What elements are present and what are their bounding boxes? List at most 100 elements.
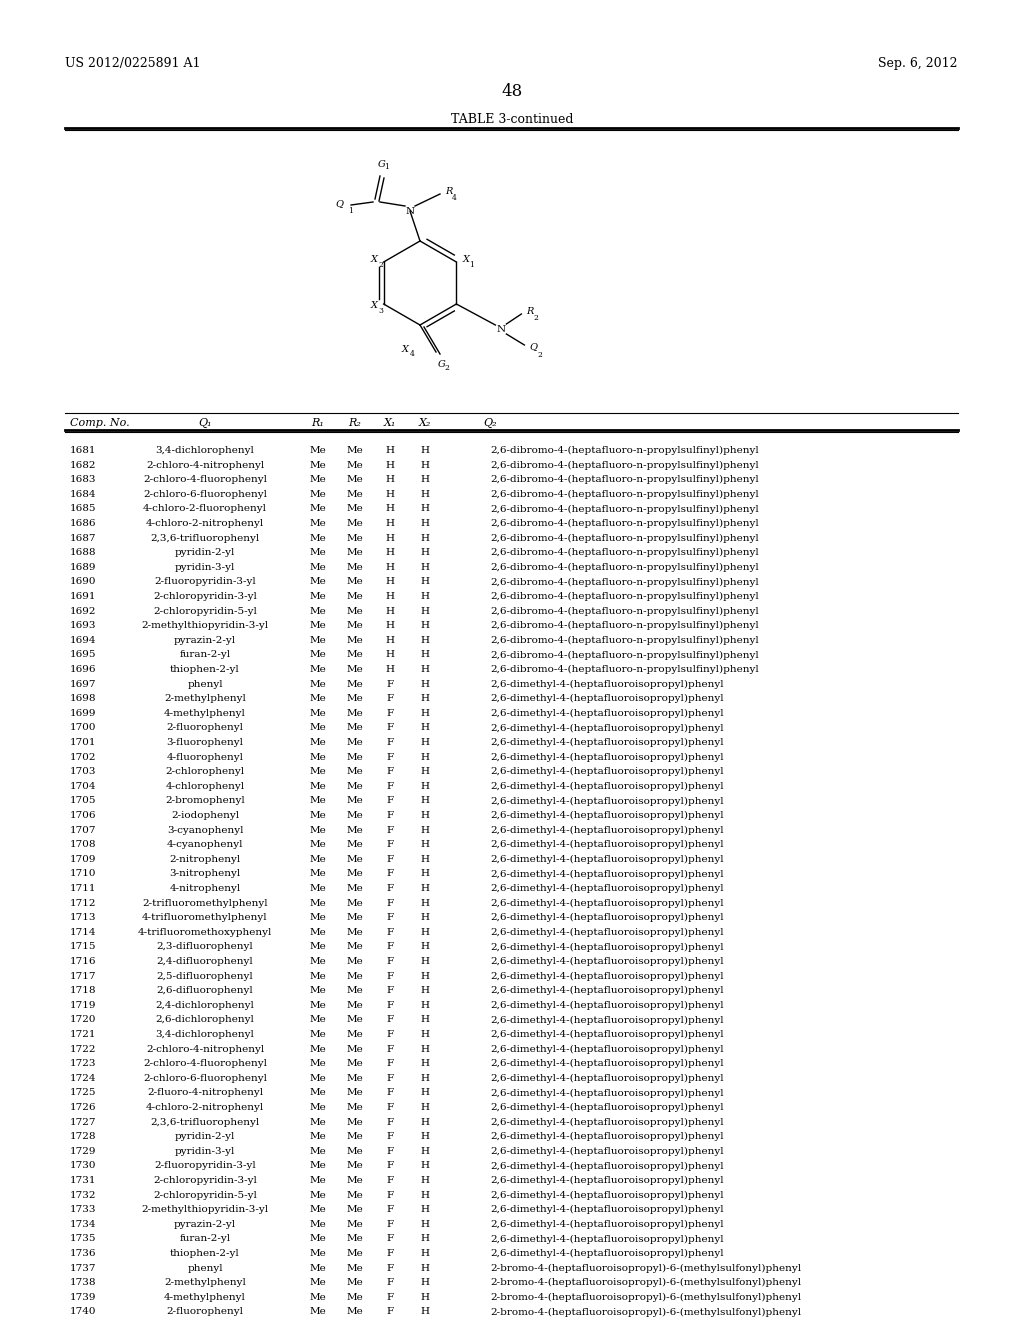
Text: 2-bromo-4-(heptafluoroisopropyl)-6-(methylsulfonyl)phenyl: 2-bromo-4-(heptafluoroisopropyl)-6-(meth… xyxy=(490,1263,801,1272)
Text: Q: Q xyxy=(335,199,343,209)
Text: 2-chloro-4-fluorophenyl: 2-chloro-4-fluorophenyl xyxy=(143,475,267,484)
Text: 2,6-dibromo-4-(heptafluoro-n-propylsulfinyl)phenyl: 2,6-dibromo-4-(heptafluoro-n-propylsulfi… xyxy=(490,533,759,543)
Text: 1721: 1721 xyxy=(70,1030,96,1039)
Text: Me: Me xyxy=(309,636,327,644)
Text: Me: Me xyxy=(309,1044,327,1053)
Text: 1710: 1710 xyxy=(70,870,96,878)
Text: H: H xyxy=(385,651,394,660)
Text: 2,6-dimethyl-4-(heptafluoroisopropyl)phenyl: 2,6-dimethyl-4-(heptafluoroisopropyl)phe… xyxy=(490,1147,724,1156)
Text: F: F xyxy=(386,841,393,849)
Text: 1728: 1728 xyxy=(70,1133,96,1142)
Text: F: F xyxy=(386,855,393,863)
Text: Me: Me xyxy=(347,841,364,849)
Text: 1726: 1726 xyxy=(70,1104,96,1111)
Text: Q₁: Q₁ xyxy=(199,418,212,428)
Text: Me: Me xyxy=(347,810,364,820)
Text: 2,4-difluorophenyl: 2,4-difluorophenyl xyxy=(157,957,253,966)
Text: F: F xyxy=(386,752,393,762)
Text: Me: Me xyxy=(347,884,364,894)
Text: 1685: 1685 xyxy=(70,504,96,513)
Text: 2,6-dibromo-4-(heptafluoro-n-propylsulfinyl)phenyl: 2,6-dibromo-4-(heptafluoro-n-propylsulfi… xyxy=(490,562,759,572)
Text: 2-fluoropyridin-3-yl: 2-fluoropyridin-3-yl xyxy=(155,1162,256,1171)
Text: X₁: X₁ xyxy=(384,418,396,428)
Text: 1716: 1716 xyxy=(70,957,96,966)
Text: 2,6-dimethyl-4-(heptafluoroisopropyl)phenyl: 2,6-dimethyl-4-(heptafluoroisopropyl)phe… xyxy=(490,986,724,995)
Text: Me: Me xyxy=(347,1234,364,1243)
Text: R: R xyxy=(526,306,534,315)
Text: Me: Me xyxy=(347,928,364,937)
Text: 1690: 1690 xyxy=(70,577,96,586)
Text: 1688: 1688 xyxy=(70,548,96,557)
Text: 2-chloro-4-nitrophenyl: 2-chloro-4-nitrophenyl xyxy=(145,461,264,470)
Text: F: F xyxy=(386,928,393,937)
Text: 2,6-dimethyl-4-(heptafluoroisopropyl)phenyl: 2,6-dimethyl-4-(heptafluoroisopropyl)phe… xyxy=(490,1104,724,1113)
Text: Q: Q xyxy=(529,342,538,351)
Text: 2-fluorophenyl: 2-fluorophenyl xyxy=(167,1307,244,1316)
Text: Me: Me xyxy=(347,1147,364,1156)
Text: 1740: 1740 xyxy=(70,1307,96,1316)
Text: 2-chlorophenyl: 2-chlorophenyl xyxy=(166,767,245,776)
Text: Me: Me xyxy=(347,1001,364,1010)
Text: H: H xyxy=(421,1147,429,1156)
Text: H: H xyxy=(421,1278,429,1287)
Text: 4-chloro-2-nitrophenyl: 4-chloro-2-nitrophenyl xyxy=(145,519,264,528)
Text: 1731: 1731 xyxy=(70,1176,96,1185)
Text: 2-methylthiopyridin-3-yl: 2-methylthiopyridin-3-yl xyxy=(141,1205,268,1214)
Text: X: X xyxy=(463,256,469,264)
Text: 2-chloro-4-nitrophenyl: 2-chloro-4-nitrophenyl xyxy=(145,1044,264,1053)
Text: H: H xyxy=(421,796,429,805)
Text: H: H xyxy=(421,986,429,995)
Text: H: H xyxy=(421,680,429,689)
Text: H: H xyxy=(385,490,394,499)
Text: Me: Me xyxy=(309,1118,327,1126)
Text: H: H xyxy=(385,577,394,586)
Text: Me: Me xyxy=(347,1263,364,1272)
Text: H: H xyxy=(421,577,429,586)
Text: Me: Me xyxy=(309,490,327,499)
Text: Me: Me xyxy=(309,928,327,937)
Text: F: F xyxy=(386,1089,393,1097)
Text: F: F xyxy=(386,913,393,923)
Text: H: H xyxy=(421,928,429,937)
Text: 1698: 1698 xyxy=(70,694,96,704)
Text: 1: 1 xyxy=(348,207,353,215)
Text: 1733: 1733 xyxy=(70,1205,96,1214)
Text: 2-methylphenyl: 2-methylphenyl xyxy=(164,1278,246,1287)
Text: Me: Me xyxy=(309,884,327,894)
Text: 2,6-dimethyl-4-(heptafluoroisopropyl)phenyl: 2,6-dimethyl-4-(heptafluoroisopropyl)phe… xyxy=(490,825,724,834)
Text: Me: Me xyxy=(347,548,364,557)
Text: 1715: 1715 xyxy=(70,942,96,952)
Text: 2,6-dimethyl-4-(heptafluoroisopropyl)phenyl: 2,6-dimethyl-4-(heptafluoroisopropyl)phe… xyxy=(490,928,724,937)
Text: 4-chlorophenyl: 4-chlorophenyl xyxy=(166,781,245,791)
Text: H: H xyxy=(421,446,429,455)
Text: 2,6-dimethyl-4-(heptafluoroisopropyl)phenyl: 2,6-dimethyl-4-(heptafluoroisopropyl)phe… xyxy=(490,723,724,733)
Text: Me: Me xyxy=(347,1307,364,1316)
Text: F: F xyxy=(386,1073,393,1082)
Text: 4: 4 xyxy=(410,350,415,358)
Text: Me: Me xyxy=(347,622,364,630)
Text: 1686: 1686 xyxy=(70,519,96,528)
Text: 1689: 1689 xyxy=(70,562,96,572)
Text: 4-trifluoromethylphenyl: 4-trifluoromethylphenyl xyxy=(142,913,268,923)
Text: 3,4-dichlorophenyl: 3,4-dichlorophenyl xyxy=(156,446,254,455)
Text: 2,6-dibromo-4-(heptafluoro-n-propylsulfinyl)phenyl: 2,6-dibromo-4-(heptafluoro-n-propylsulfi… xyxy=(490,490,759,499)
Text: H: H xyxy=(421,519,429,528)
Text: 1712: 1712 xyxy=(70,899,96,908)
Text: 2,6-dimethyl-4-(heptafluoroisopropyl)phenyl: 2,6-dimethyl-4-(heptafluoroisopropyl)phe… xyxy=(490,884,724,894)
Text: 2,6-dimethyl-4-(heptafluoroisopropyl)phenyl: 2,6-dimethyl-4-(heptafluoroisopropyl)phe… xyxy=(490,1205,724,1214)
Text: H: H xyxy=(421,461,429,470)
Text: F: F xyxy=(386,1162,393,1171)
Text: H: H xyxy=(421,1249,429,1258)
Text: 1687: 1687 xyxy=(70,533,96,543)
Text: 2,6-dimethyl-4-(heptafluoroisopropyl)phenyl: 2,6-dimethyl-4-(heptafluoroisopropyl)phe… xyxy=(490,1176,724,1185)
Text: Me: Me xyxy=(309,1191,327,1200)
Text: 1713: 1713 xyxy=(70,913,96,923)
Text: Me: Me xyxy=(309,1162,327,1171)
Text: Me: Me xyxy=(347,709,364,718)
Text: H: H xyxy=(385,548,394,557)
Text: F: F xyxy=(386,781,393,791)
Text: Me: Me xyxy=(347,942,364,952)
Text: Me: Me xyxy=(309,899,327,908)
Text: F: F xyxy=(386,1015,393,1024)
Text: H: H xyxy=(421,1133,429,1142)
